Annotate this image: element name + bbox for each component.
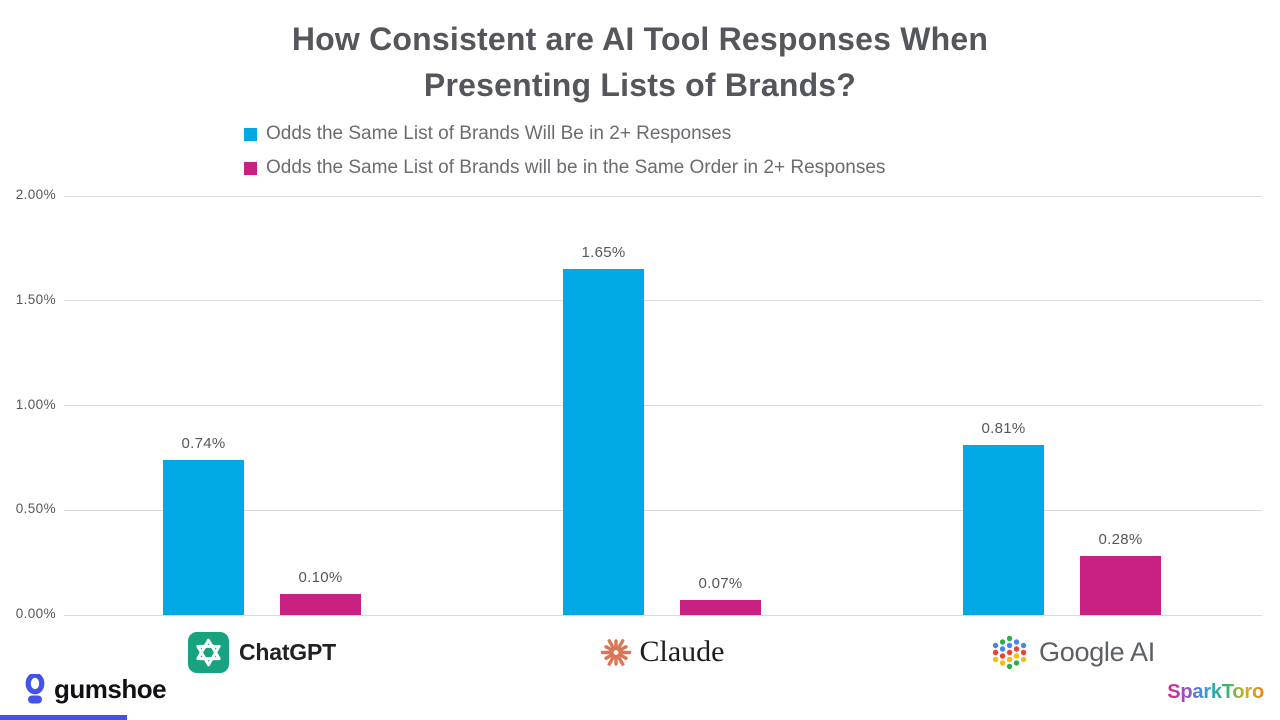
bar-chatgpt-series1 xyxy=(163,459,244,615)
bar-google-ai-series2 xyxy=(1080,556,1161,615)
y-tick-label: 0.50% xyxy=(15,501,56,517)
bar-chatgpt-series2 xyxy=(280,594,361,615)
plot-area: 2.00% 1.50% 1.00% 0.50% 0.00% 0.74% 1.65% 0.81%… xyxy=(0,187,1280,621)
openai-logo-icon xyxy=(188,631,229,673)
chart-title-line1: How Consistent are AI Tool Responses Whe… xyxy=(291,21,989,57)
category-label-google-ai: Google AI xyxy=(1039,636,1155,667)
gridline xyxy=(64,509,1262,511)
category-label-claude: Claude xyxy=(639,635,725,668)
legend-swatch-blue-icon xyxy=(244,127,257,141)
bar-google-ai-series1 xyxy=(963,445,1044,615)
gumshoe-wordmark: gumshoe xyxy=(54,674,167,704)
legend-label-pink: Odds the Same List of Brands will be in … xyxy=(266,157,886,178)
y-tick-label: 2.00% xyxy=(15,187,56,202)
category-google-ai: Google AI xyxy=(989,627,1155,677)
y-tick-label: 0.00% xyxy=(15,606,56,621)
google-dots-icon xyxy=(989,632,1030,673)
chart-title-line2: Presenting Lists of Brands? xyxy=(423,67,857,103)
gumshoe-logo: gumshoe xyxy=(24,674,167,705)
legend-item-blue: Odds the Same List of Brands Will Be in … xyxy=(244,117,885,151)
category-label-chatgpt: ChatGPT xyxy=(239,638,336,665)
legend: Odds the Same List of Brands Will Be in … xyxy=(244,117,885,185)
category-claude: Claude xyxy=(600,627,725,677)
gridline xyxy=(64,300,1262,302)
y-tick-label: 1.50% xyxy=(15,291,56,307)
x-axis-category-labels: ChatGPT Claude Google AI xyxy=(0,627,1280,677)
footer-accent-bar xyxy=(0,715,127,720)
bar-value-label: 0.10% xyxy=(298,569,343,587)
bar-value-label: 0.07% xyxy=(698,575,743,593)
y-tick-label: 1.00% xyxy=(15,396,56,412)
chart-title: How Consistent are AI Tool Responses Whe… xyxy=(0,16,1280,108)
gridline xyxy=(64,195,1262,197)
bar-value-label: 1.65% xyxy=(581,244,626,262)
claude-starburst-icon xyxy=(600,636,633,669)
gridline xyxy=(64,614,1262,616)
sparktoro-wordmark: SparkToro xyxy=(1167,681,1264,703)
bar-claude-series1 xyxy=(563,269,644,615)
bar-value-label: 0.74% xyxy=(181,434,226,452)
category-chatgpt: ChatGPT xyxy=(188,627,336,677)
bar-value-label: 0.81% xyxy=(981,420,1026,438)
legend-swatch-pink-icon xyxy=(244,161,257,175)
legend-item-pink: Odds the Same List of Brands will be in … xyxy=(244,151,885,185)
bar-value-label: 0.28% xyxy=(1098,531,1143,549)
legend-label-blue: Odds the Same List of Brands Will Be in … xyxy=(266,123,732,144)
gumshoe-footprint-icon xyxy=(24,674,46,705)
gridline xyxy=(64,405,1262,406)
bar-claude-series2 xyxy=(680,600,761,615)
